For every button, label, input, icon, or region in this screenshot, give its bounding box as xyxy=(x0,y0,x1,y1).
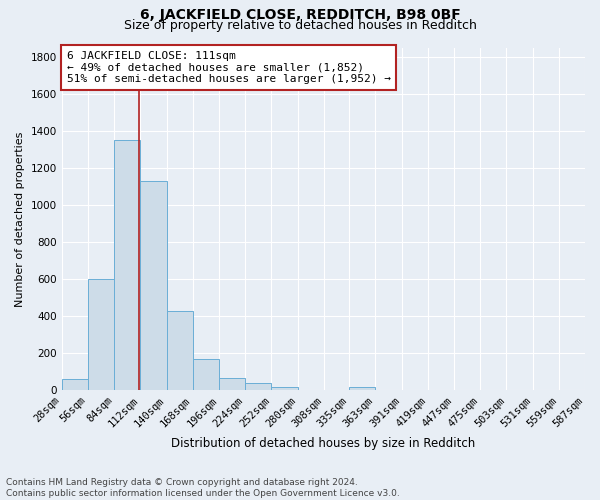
Bar xyxy=(114,140,140,390)
Text: 6 JACKFIELD CLOSE: 111sqm
← 49% of detached houses are smaller (1,852)
51% of se: 6 JACKFIELD CLOSE: 111sqm ← 49% of detac… xyxy=(67,51,391,84)
Bar xyxy=(88,279,114,390)
Bar xyxy=(167,310,193,390)
Bar xyxy=(271,386,298,390)
Text: Contains HM Land Registry data © Crown copyright and database right 2024.
Contai: Contains HM Land Registry data © Crown c… xyxy=(6,478,400,498)
Y-axis label: Number of detached properties: Number of detached properties xyxy=(15,131,25,306)
Bar xyxy=(219,378,245,390)
Bar xyxy=(140,181,167,390)
Bar xyxy=(349,386,375,390)
Text: Size of property relative to detached houses in Redditch: Size of property relative to detached ho… xyxy=(124,18,476,32)
Text: 6, JACKFIELD CLOSE, REDDITCH, B98 0BF: 6, JACKFIELD CLOSE, REDDITCH, B98 0BF xyxy=(140,8,460,22)
Bar xyxy=(245,383,271,390)
Bar xyxy=(62,379,88,390)
Bar xyxy=(193,358,219,390)
X-axis label: Distribution of detached houses by size in Redditch: Distribution of detached houses by size … xyxy=(171,437,475,450)
